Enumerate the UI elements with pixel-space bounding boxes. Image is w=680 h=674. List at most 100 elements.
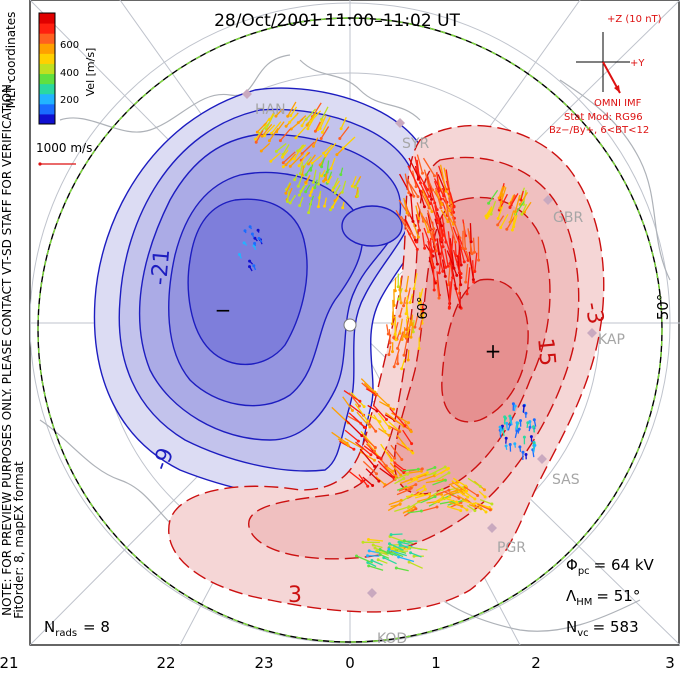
velocity-vector — [405, 494, 423, 498]
colorbar-segment — [39, 13, 55, 24]
velocity-vector — [513, 215, 518, 227]
velocity-vector — [430, 201, 438, 221]
velocity-vector — [415, 214, 421, 231]
velocity-vector — [342, 136, 356, 149]
velocity-vector — [443, 490, 460, 499]
colorbar-segment — [39, 103, 55, 115]
velocity-vector-origin — [394, 338, 398, 342]
velocity-vector — [355, 441, 372, 456]
velocity-vector-origin — [412, 554, 416, 558]
velocity-vector-origin — [519, 419, 522, 423]
velocity-vector — [431, 232, 438, 252]
imf-model-line1: Stat Mod: RG96 — [564, 112, 643, 123]
velocity-vector — [412, 222, 419, 238]
velocity-vector — [500, 187, 507, 203]
velocity-vector — [421, 232, 426, 249]
velocity-vector — [448, 481, 458, 486]
velocity-vector-origin — [340, 190, 344, 194]
velocity-vector-origin — [405, 328, 409, 332]
velocity-vector — [260, 142, 271, 152]
potential-min-marker: − — [215, 298, 232, 322]
contour-label-3: 3 — [288, 583, 302, 608]
velocity-vector — [382, 478, 396, 488]
velocity-vector-origin — [411, 330, 415, 334]
velocity-vector-origin — [375, 549, 379, 553]
velocity-vector — [441, 222, 445, 241]
velocity-vector-origin — [409, 551, 413, 555]
velocity-vector-origin — [400, 367, 404, 371]
velocity-vector-origin — [402, 539, 406, 543]
velocity-vector — [448, 281, 451, 308]
velocity-vector-origin — [397, 430, 401, 434]
radar-label-pgr: PGR — [497, 540, 526, 556]
velocity-vector-origin — [304, 117, 308, 121]
velocity-vector — [396, 567, 409, 572]
velocity-vector-origin — [459, 263, 463, 267]
velocity-vector-origin — [528, 425, 532, 429]
velocity-vector-origin — [396, 362, 400, 366]
velocity-vector-origin — [298, 172, 302, 176]
velocity-vector-origin — [504, 444, 508, 448]
velocity-vector-origin — [479, 507, 483, 511]
velocity-vector-origin — [248, 265, 251, 269]
velocity-vector-origin — [440, 203, 444, 206]
velocity-vector-origin — [439, 206, 443, 210]
velocity-vector-origin — [394, 566, 398, 570]
velocity-vector — [438, 238, 447, 268]
velocity-vector-origin — [371, 543, 375, 547]
velocity-vector — [490, 200, 497, 215]
velocity-vector-origin — [473, 509, 477, 513]
velocity-vector-origin — [499, 200, 503, 204]
velocity-vector-origin — [440, 488, 444, 491]
velocity-vector-origin — [409, 430, 413, 434]
velocity-vector-origin — [405, 335, 409, 339]
velocity-vector-origin — [407, 560, 411, 564]
velocity-vector — [281, 149, 289, 158]
velocity-vector-origin — [399, 498, 403, 502]
velocity-vector-origin — [412, 477, 416, 480]
velocity-vector-origin — [345, 441, 349, 445]
velocity-vector-origin — [404, 312, 408, 316]
colorbar-segment — [39, 113, 55, 125]
velocity-vector-origin — [508, 220, 512, 224]
velocity-vector-origin — [419, 509, 423, 513]
velocity-vector-origin — [322, 179, 326, 183]
velocity-vector — [363, 445, 382, 460]
velocity-vector — [514, 194, 521, 212]
velocity-vector — [289, 114, 298, 123]
velocity-vector — [289, 194, 297, 204]
velocity-vector — [449, 192, 455, 207]
velocity-vector-origin — [439, 197, 443, 201]
velocity-vector — [432, 496, 450, 504]
velocity-vector — [305, 166, 312, 176]
velocity-vector-origin — [377, 479, 381, 483]
velocity-vector-origin — [446, 220, 450, 224]
velocity-vector-origin — [364, 426, 368, 430]
velocity-vector-origin — [508, 423, 512, 427]
contour-label-15: 15 — [532, 337, 559, 367]
velocity-vector — [477, 503, 491, 511]
velocity-vector — [440, 209, 449, 222]
velocity-vector-origin — [487, 201, 491, 205]
velocity-vector-origin — [407, 421, 410, 425]
velocity-vector — [388, 329, 391, 343]
velocity-vector-origin — [432, 288, 436, 292]
velocity-vector-origin — [528, 420, 532, 424]
velocity-vector — [434, 189, 443, 205]
velocity-vector-origin — [400, 458, 404, 461]
velocity-vector — [509, 193, 519, 208]
velocity-vector-origin — [378, 548, 382, 551]
velocity-vector — [419, 189, 430, 209]
velocity-vector — [286, 190, 290, 202]
velocity-vector — [275, 108, 284, 117]
velocity-vector-origin — [455, 500, 459, 504]
velocity-vector — [373, 544, 383, 549]
velocity-vector — [461, 489, 476, 500]
velocity-vector-origin — [297, 193, 301, 197]
velocity-vector — [419, 183, 431, 204]
radar-label-kap: KAP — [598, 332, 625, 348]
velocity-vector-origin — [477, 258, 481, 262]
velocity-vector — [312, 169, 317, 183]
velocity-vector — [348, 412, 367, 429]
velocity-vector — [435, 243, 444, 272]
